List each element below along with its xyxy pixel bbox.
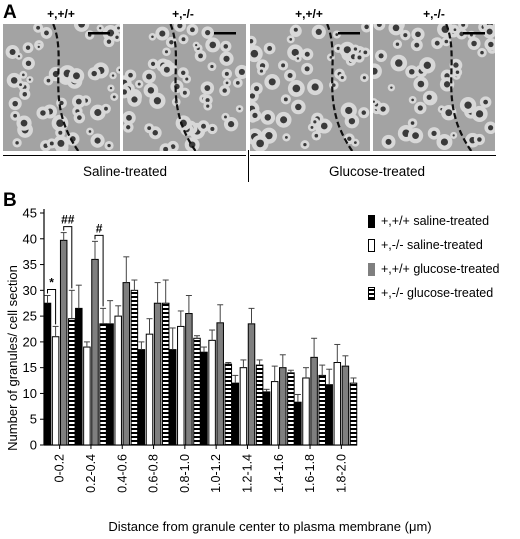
bar bbox=[75, 307, 83, 446]
y-tick-label: 45 bbox=[23, 206, 37, 221]
bar bbox=[83, 346, 91, 446]
bar bbox=[168, 349, 177, 446]
micrograph-4 bbox=[373, 24, 495, 151]
bar bbox=[51, 336, 60, 446]
bar bbox=[193, 337, 201, 446]
legend-label-ko-glucose: +,-/- glucose-treated bbox=[381, 286, 494, 300]
bar bbox=[349, 382, 358, 446]
bar bbox=[262, 391, 271, 446]
significance-bracket bbox=[63, 226, 73, 289]
significance-bracket bbox=[47, 288, 57, 325]
bar bbox=[91, 258, 99, 446]
saline-group-label: Saline-treated bbox=[82, 164, 168, 179]
legend-label-wt-glucose: +,+/+ glucose-treated bbox=[381, 262, 500, 276]
bar bbox=[255, 364, 264, 446]
legend-swatch-wt-glucose bbox=[368, 262, 375, 276]
significance-label: * bbox=[49, 275, 54, 289]
x-tick-label: 0.6-0.8 bbox=[147, 454, 161, 493]
micrograph-3 bbox=[250, 24, 370, 151]
significance-label: ## bbox=[61, 213, 75, 227]
legend-label-ko-saline: +,-/- saline-treated bbox=[381, 238, 483, 252]
y-tick-label: 40 bbox=[23, 231, 37, 246]
glucose-group-label: Glucose-treated bbox=[328, 164, 426, 179]
bar bbox=[318, 374, 326, 446]
bar bbox=[68, 318, 76, 446]
bar bbox=[302, 377, 310, 446]
bar bbox=[145, 333, 154, 446]
micrograph-2 bbox=[123, 24, 246, 151]
x-tick-label: 0.8-1.0 bbox=[178, 454, 192, 493]
bar bbox=[333, 362, 342, 446]
bar bbox=[216, 322, 224, 446]
x-axis-label: Distance from granule center to plasma m… bbox=[108, 519, 431, 534]
legend-swatch-wt-saline bbox=[368, 214, 375, 228]
x-tick-label: 1.4-1.6 bbox=[272, 454, 286, 493]
saline-group-line bbox=[3, 155, 246, 156]
bar bbox=[287, 372, 295, 446]
bar bbox=[43, 302, 52, 446]
bar bbox=[153, 302, 162, 446]
chart-legend: +,+/+ saline-treated +,-/- saline-treate… bbox=[368, 209, 499, 305]
bar bbox=[99, 323, 107, 446]
y-tick-label: 30 bbox=[23, 283, 37, 298]
x-tick-label: 1.0-1.2 bbox=[209, 454, 223, 493]
bar bbox=[341, 365, 350, 446]
y-tick-label: 15 bbox=[23, 360, 37, 375]
y-tick-label: 25 bbox=[23, 309, 37, 324]
bar bbox=[106, 323, 114, 446]
bar bbox=[239, 367, 248, 446]
y-tick-label: 10 bbox=[23, 386, 37, 401]
bar bbox=[325, 384, 333, 446]
bar bbox=[177, 325, 185, 446]
x-tick-label: 0-0.2 bbox=[53, 454, 67, 483]
micrograph-1 bbox=[3, 24, 120, 151]
x-tick-label: 0.4-0.6 bbox=[115, 454, 129, 493]
bar-chart: 0 5 10 15 20 25 30 35 40 45 0-0.2 0.2-0.4 0.4-0.6 0.6… bbox=[5, 206, 432, 535]
legend-item-ko-saline: +,-/- saline-treated bbox=[368, 233, 499, 257]
group-separator bbox=[248, 150, 249, 182]
legend-item-ko-glucose: +,-/- glucose-treated bbox=[368, 281, 499, 305]
genotype-label-1: +,+/+ bbox=[47, 7, 75, 21]
bar bbox=[200, 351, 208, 446]
genotype-label-2: +,-/- bbox=[172, 7, 194, 21]
x-tick-label: 1.6-1.8 bbox=[303, 454, 317, 493]
bar bbox=[270, 381, 279, 446]
bar bbox=[310, 356, 318, 446]
y-tick-label: 35 bbox=[23, 257, 37, 272]
bar bbox=[122, 282, 131, 446]
bar bbox=[161, 302, 170, 446]
legend-item-wt-glucose: +,+/+ glucose-treated bbox=[368, 257, 499, 281]
y-tick-label: 20 bbox=[23, 334, 37, 349]
y-tick-label: 5 bbox=[30, 412, 37, 427]
x-tick-label: 0.2-0.4 bbox=[84, 454, 98, 493]
legend-label-wt-saline: +,+/+ saline-treated bbox=[381, 214, 490, 228]
bar bbox=[294, 401, 302, 446]
bar bbox=[137, 349, 146, 446]
significance-bracket bbox=[94, 234, 104, 307]
bar bbox=[208, 339, 216, 446]
bar bbox=[224, 363, 233, 446]
x-tick-label: 1.8-2.0 bbox=[334, 454, 348, 493]
panel-a-letter: A bbox=[3, 2, 17, 23]
legend-swatch-ko-glucose bbox=[368, 286, 375, 300]
legend-swatch-ko-saline bbox=[368, 238, 375, 252]
bar bbox=[185, 313, 193, 446]
genotype-label-4: +,-/- bbox=[423, 7, 445, 21]
y-tick-label: 0 bbox=[30, 438, 37, 453]
legend-item-wt-saline: +,+/+ saline-treated bbox=[368, 209, 499, 233]
bar bbox=[231, 382, 240, 446]
bar bbox=[279, 367, 287, 446]
significance-label: # bbox=[96, 221, 103, 235]
y-axis-label: Number of granules/ cell section bbox=[5, 265, 20, 451]
genotype-label-3: +,+/+ bbox=[295, 7, 323, 21]
bar bbox=[130, 289, 139, 446]
bar bbox=[247, 323, 256, 446]
panel-b-letter: B bbox=[3, 190, 17, 211]
x-tick-label: 1.2-1.4 bbox=[240, 454, 254, 493]
glucose-group-line bbox=[250, 155, 496, 156]
bar bbox=[59, 239, 68, 446]
bar bbox=[114, 315, 122, 446]
